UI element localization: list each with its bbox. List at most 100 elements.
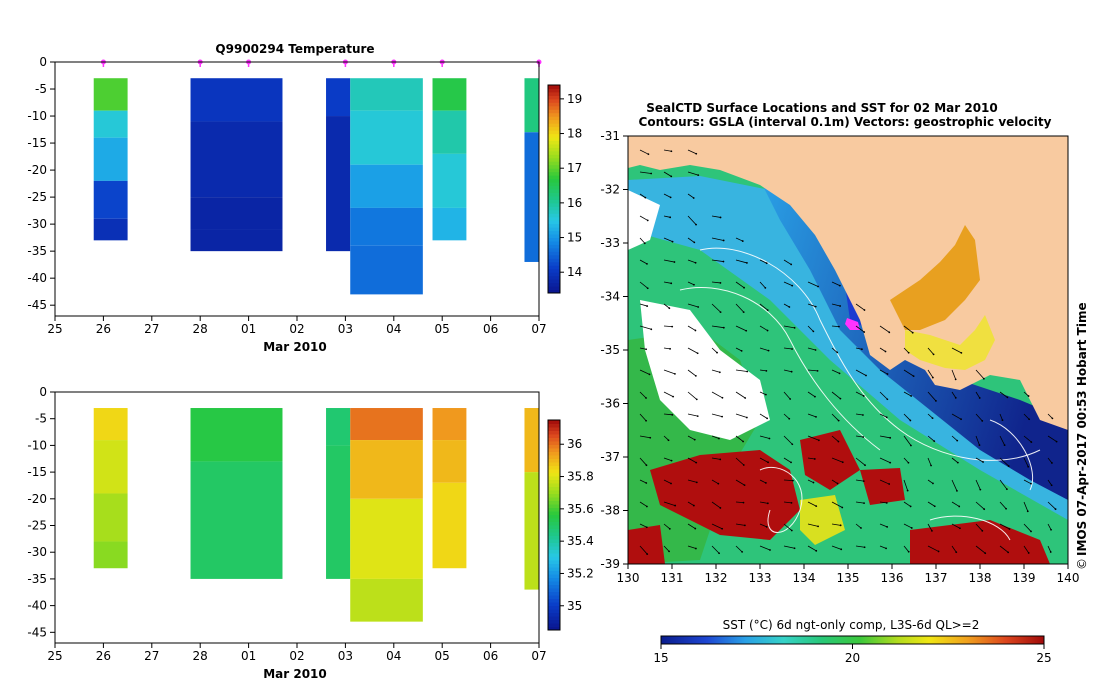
colorbar-segment xyxy=(548,189,560,193)
profile-cell xyxy=(432,78,467,111)
map-x-axis: 130 131 132 133 134 135 136 137 138 139 140 xyxy=(617,564,1079,585)
colorbar-segment xyxy=(548,275,560,280)
colorbar-segment xyxy=(548,626,560,631)
velocity-vector xyxy=(759,325,768,331)
velocity-vector xyxy=(711,457,721,460)
y-tick-label: 0 xyxy=(39,55,47,69)
velocity-vector xyxy=(687,347,698,354)
x-tick-label: 02 xyxy=(289,322,304,336)
colorbar-segment xyxy=(548,192,560,197)
colorbar-segment xyxy=(548,514,560,519)
velocity-vector xyxy=(639,325,652,330)
velocity-vector xyxy=(927,457,932,466)
velocity-vector xyxy=(903,391,912,397)
velocity-vector-head xyxy=(695,398,698,401)
y-tick-label: -45 xyxy=(27,298,47,312)
velocity-vector-head xyxy=(1005,488,1008,491)
velocity-vector-head xyxy=(766,329,769,332)
colorbar-segment xyxy=(548,206,560,211)
velocity-vector xyxy=(759,369,767,372)
velocity-vector-head xyxy=(1030,441,1033,443)
velocity-vector-head xyxy=(788,306,791,308)
map-x-tick-label: 138 xyxy=(969,571,992,585)
sst-hot-patch-5 xyxy=(628,525,665,564)
velocity-vector-head xyxy=(978,444,981,446)
velocity-vector xyxy=(831,347,838,353)
colorbar-segment xyxy=(548,465,560,470)
velocity-vector xyxy=(711,413,723,418)
velocity-vector-head xyxy=(960,418,962,421)
velocity-vector xyxy=(855,325,865,333)
velocity-vector-head xyxy=(1027,552,1030,554)
profile-cell xyxy=(432,482,467,569)
velocity-vector xyxy=(663,215,671,218)
velocity-vector-head xyxy=(646,287,649,290)
velocity-vector xyxy=(687,303,699,308)
y-tick-label: -15 xyxy=(27,465,47,479)
velocity-vector-head xyxy=(864,464,866,467)
colorbar-segment xyxy=(548,254,560,259)
velocity-vector xyxy=(999,479,1008,490)
velocity-vector-head xyxy=(1055,440,1058,443)
colorbar-segment xyxy=(548,137,560,141)
velocity-vector xyxy=(1047,457,1053,464)
velocity-vector xyxy=(663,325,673,328)
velocity-vector-head xyxy=(885,547,887,550)
velocity-vector-head xyxy=(812,481,815,484)
profile-cell xyxy=(524,132,539,262)
profile-cell xyxy=(350,408,423,441)
x-tick-label: 04 xyxy=(386,322,401,336)
velocity-vector xyxy=(639,523,647,528)
velocity-vector-head xyxy=(790,529,793,532)
velocity-vector-head xyxy=(668,550,670,553)
map-y-tick-label: -39 xyxy=(600,557,620,571)
colorbar-segment xyxy=(548,469,560,473)
colorbar-segment xyxy=(548,486,560,491)
velocity-vector-head xyxy=(889,461,892,464)
velocity-vector xyxy=(663,149,672,152)
velocity-vector-head xyxy=(1003,444,1006,447)
velocity-vector xyxy=(687,259,696,264)
velocity-vector-head xyxy=(695,461,698,464)
velocity-vector-head xyxy=(765,369,768,372)
y-tick-label: -30 xyxy=(27,545,47,559)
velocity-vector-head xyxy=(693,438,696,441)
colorbar-segment xyxy=(548,549,560,554)
velocity-vector xyxy=(663,479,672,484)
velocity-vector xyxy=(783,523,793,531)
velocity-vector-head xyxy=(815,549,818,552)
velocity-vector xyxy=(663,501,676,506)
profile-cell xyxy=(326,116,351,252)
colorbar-segment xyxy=(548,556,560,561)
velocity-vector xyxy=(783,501,792,504)
velocity-vector-head xyxy=(646,305,649,307)
colorbar-segment xyxy=(548,251,560,256)
velocity-vector-head xyxy=(912,375,915,378)
velocity-vector-head xyxy=(1051,462,1053,464)
colorbar-segment xyxy=(548,164,560,169)
velocity-vector-head xyxy=(937,550,940,553)
velocity-vector xyxy=(783,479,793,482)
velocity-vector xyxy=(687,391,698,400)
y-tick-label: -5 xyxy=(35,412,47,426)
velocity-vector-head xyxy=(907,461,910,464)
velocity-vector-head xyxy=(1006,396,1009,399)
gsla-contours xyxy=(679,247,1041,541)
velocity-vector xyxy=(711,325,724,329)
velocity-vector-head xyxy=(740,349,743,352)
velocity-vector xyxy=(927,479,934,484)
velocity-vector xyxy=(639,237,646,244)
sst-hot-patch-4 xyxy=(910,520,1050,564)
map-title-line1: SealCTD Surface Locations and SST for 02… xyxy=(646,101,998,115)
temperature-y-axis: 0 -5 -10 -15 -20 -25 -30 -35 -40 -45 xyxy=(27,55,55,312)
velocity-vector-head xyxy=(645,397,647,399)
colorbar-segment xyxy=(548,584,560,589)
colorbar-segment xyxy=(548,140,560,145)
colorbar-segment xyxy=(548,154,560,159)
map-y-tick-label: -32 xyxy=(600,183,620,197)
colorbar-segment xyxy=(548,546,560,550)
velocity-vector xyxy=(687,523,696,529)
y-tick-label: -25 xyxy=(27,519,47,533)
velocity-vector-head xyxy=(692,197,695,199)
profile-cell xyxy=(350,164,423,208)
